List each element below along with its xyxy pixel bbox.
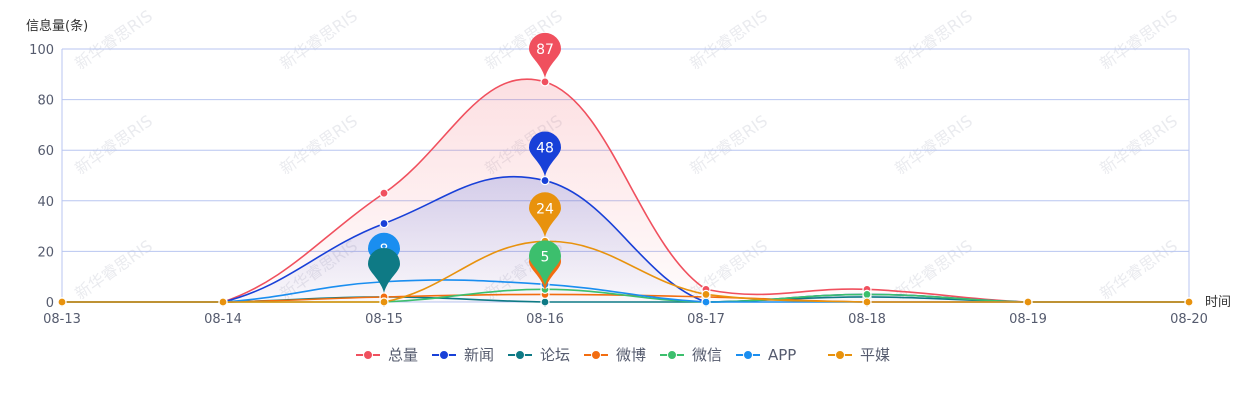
x-tick-label: 08-15 (365, 312, 403, 327)
y-tick-label: 0 (46, 296, 54, 311)
x-tick-label: 08-19 (1009, 312, 1047, 327)
legend-label: 平媒 (860, 346, 890, 364)
legend-label: 微博 (616, 346, 646, 364)
legend-item[interactable]: 论坛 (508, 346, 570, 364)
watermark-text: 新华睿思RIS (276, 6, 361, 73)
legend-item[interactable]: 微信 (660, 346, 722, 364)
axes: 0 20 40 60 80 100 08-13 08-14 08-15 08-16 08-17 08-… (29, 43, 1208, 327)
legend-item[interactable]: 新闻 (432, 346, 494, 364)
watermark-text: 新华睿思RIS (276, 111, 361, 178)
marker-label: 5 (541, 249, 550, 265)
value-markers: 87482485 (368, 32, 561, 293)
y-tick-label: 20 (37, 245, 54, 260)
y-tick-label: 100 (29, 43, 54, 58)
legend-label: 新闻 (464, 346, 494, 364)
x-tick-label: 08-14 (204, 312, 242, 327)
legend-swatch-dot (439, 350, 449, 360)
x-tick-label: 08-16 (526, 312, 564, 327)
x-tick-label: 08-18 (848, 312, 886, 327)
x-tick-label: 08-20 (1170, 312, 1208, 327)
marker-pin (529, 192, 561, 238)
data-point[interactable] (862, 289, 872, 300)
legend-item[interactable]: 总量 (356, 346, 418, 364)
series-line (62, 240, 1189, 303)
watermark-text: 新华睿思RIS (71, 236, 156, 303)
x-axis-title: 时间 (1205, 295, 1231, 310)
legend-item[interactable]: 微博 (584, 346, 646, 364)
marker-label: 87 (536, 42, 554, 58)
marker-pin (368, 247, 400, 293)
watermark-text: 新华睿思RIS (891, 111, 976, 178)
value-marker[interactable]: 87 (529, 32, 561, 78)
legend-swatch-dot (515, 350, 525, 360)
legend-swatch-dot (363, 350, 373, 360)
value-marker[interactable]: 48 (529, 131, 561, 177)
data-point[interactable] (57, 297, 67, 307)
y-tick-label: 80 (37, 94, 54, 109)
data-point[interactable] (1023, 297, 1033, 307)
marker-label: 24 (536, 201, 554, 217)
x-tick-label: 08-17 (687, 312, 725, 327)
data-point[interactable] (540, 77, 550, 87)
legend-label: 总量 (388, 346, 418, 364)
legend-swatch-dot (591, 350, 601, 360)
legend-swatch-dot (743, 350, 753, 360)
marker-pin (529, 131, 561, 177)
value-marker[interactable]: 5 (529, 240, 561, 286)
data-point[interactable] (218, 297, 228, 307)
legend-swatch-dot (667, 350, 677, 360)
series-lines (62, 78, 1189, 303)
watermark-text: 新华睿思RIS (1096, 236, 1181, 303)
data-point[interactable] (1184, 297, 1194, 307)
watermark-text: 新华睿思RIS (1096, 111, 1181, 178)
legend-item[interactable]: 平媒 (828, 346, 890, 364)
legend-label: 论坛 (540, 346, 570, 364)
data-point[interactable] (701, 289, 711, 300)
series-areas (62, 79, 1189, 303)
watermark-text: 新华睿思RIS (686, 6, 771, 73)
legend-label: 微信 (692, 346, 722, 364)
value-marker[interactable] (368, 247, 400, 293)
watermark-text: 新华睿思RIS (686, 111, 771, 178)
legend-label: APP (768, 346, 796, 364)
data-point[interactable] (540, 175, 550, 186)
value-marker[interactable]: 24 (529, 192, 561, 238)
marker-pin (529, 32, 561, 78)
legend-swatch-dot (835, 350, 845, 360)
data-point[interactable] (701, 297, 711, 307)
marker-pin (529, 240, 561, 286)
watermark-text: 新华睿思RIS (1096, 6, 1181, 73)
watermark-text: 新华睿思RIS (891, 6, 976, 73)
y-tick-label: 40 (37, 195, 54, 210)
y-axis-title: 信息量(条) (26, 18, 88, 34)
series-points (57, 77, 1194, 307)
data-point[interactable] (379, 297, 389, 307)
y-tick-label: 60 (37, 144, 54, 159)
data-point[interactable] (379, 188, 389, 198)
legend: 总量 新闻 论坛 微博 微信 APP 平媒 (356, 346, 890, 364)
data-point[interactable] (379, 218, 389, 229)
legend-item[interactable]: APP (736, 346, 796, 364)
data-point[interactable] (540, 297, 550, 307)
watermark-text: 新华睿思RIS (71, 6, 156, 73)
data-point[interactable] (862, 297, 872, 307)
marker-label: 48 (536, 141, 554, 157)
x-tick-label: 08-13 (43, 312, 81, 327)
watermark-text: 新华睿思RIS (71, 111, 156, 178)
